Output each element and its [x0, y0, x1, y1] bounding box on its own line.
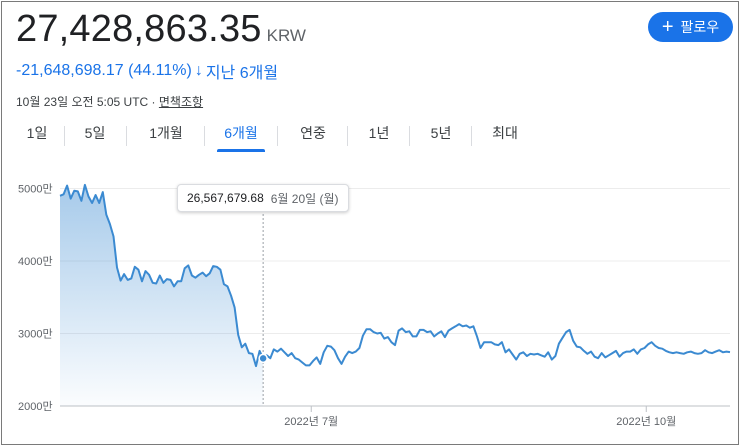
tab-1y[interactable]: 1년	[368, 125, 390, 141]
current-price: 27,428,863.35	[16, 8, 262, 50]
tooltip-value: 26,567,679.68	[187, 191, 264, 205]
price-area-fill	[60, 184, 264, 406]
tab-1m[interactable]: 1개월	[149, 125, 183, 141]
price-change: -21,648,698.17 (44.11%) ↓ 지난 6개월	[16, 59, 278, 83]
currency-code: KRW	[266, 26, 306, 45]
disclaimer-link[interactable]: 면책조항	[158, 95, 204, 109]
tab-6m[interactable]: 6개월	[217, 118, 265, 152]
x-tick-label: 2022년 7월	[284, 415, 338, 428]
y-tick-label: 4000만	[18, 255, 53, 268]
tab-divider	[126, 126, 127, 146]
x-tick-label: 2022년 10월	[616, 415, 676, 428]
tooltip-date: 6월 20일 (월)	[270, 191, 339, 206]
y-tick-label: 3000만	[18, 328, 53, 341]
tab-ytd[interactable]: 연중	[300, 125, 326, 141]
follow-button-label: 팔로우	[680, 19, 720, 35]
tab-1d[interactable]: 1일	[26, 125, 48, 141]
hover-point	[258, 353, 268, 364]
price-chart[interactable]: 5000만 4000만 3000만 2000만 2022년 7월 2022년 10월	[2, 162, 738, 442]
tab-max[interactable]: 최대	[492, 125, 518, 141]
y-tick-label: 2000만	[18, 400, 53, 413]
price-line	[59, 183, 731, 368]
tab-divider	[409, 126, 410, 146]
tab-divider	[471, 126, 472, 146]
tab-divider	[204, 126, 205, 146]
timestamp: 10월 23일 오전 5:05 UTC ·	[16, 95, 156, 109]
tab-5y[interactable]: 5년	[430, 125, 452, 141]
tab-divider	[64, 126, 65, 146]
tab-divider	[347, 126, 348, 146]
y-tick-label: 5000만	[18, 183, 53, 196]
change-period: 지난 6개월	[205, 65, 279, 82]
change-amount: -21,648,698.17 (44.11%)	[16, 62, 192, 79]
price-row: 27,428,863.35 KRW	[16, 8, 306, 51]
chart-tooltip: 26,567,679.68 6월 20일 (월)	[177, 184, 349, 212]
timestamp-row: 10월 23일 오전 5:05 UTC · 면책조항	[16, 93, 203, 110]
tab-5d[interactable]: 5일	[84, 125, 106, 141]
follow-button[interactable]: + 팔로우	[648, 12, 733, 42]
arrow-down-icon: ↓	[194, 62, 203, 79]
plus-icon: +	[661, 16, 674, 38]
range-tabs: 1일 5일 1개월 6개월 연중 1년 5년 최대	[2, 118, 740, 152]
tab-divider	[277, 126, 278, 146]
